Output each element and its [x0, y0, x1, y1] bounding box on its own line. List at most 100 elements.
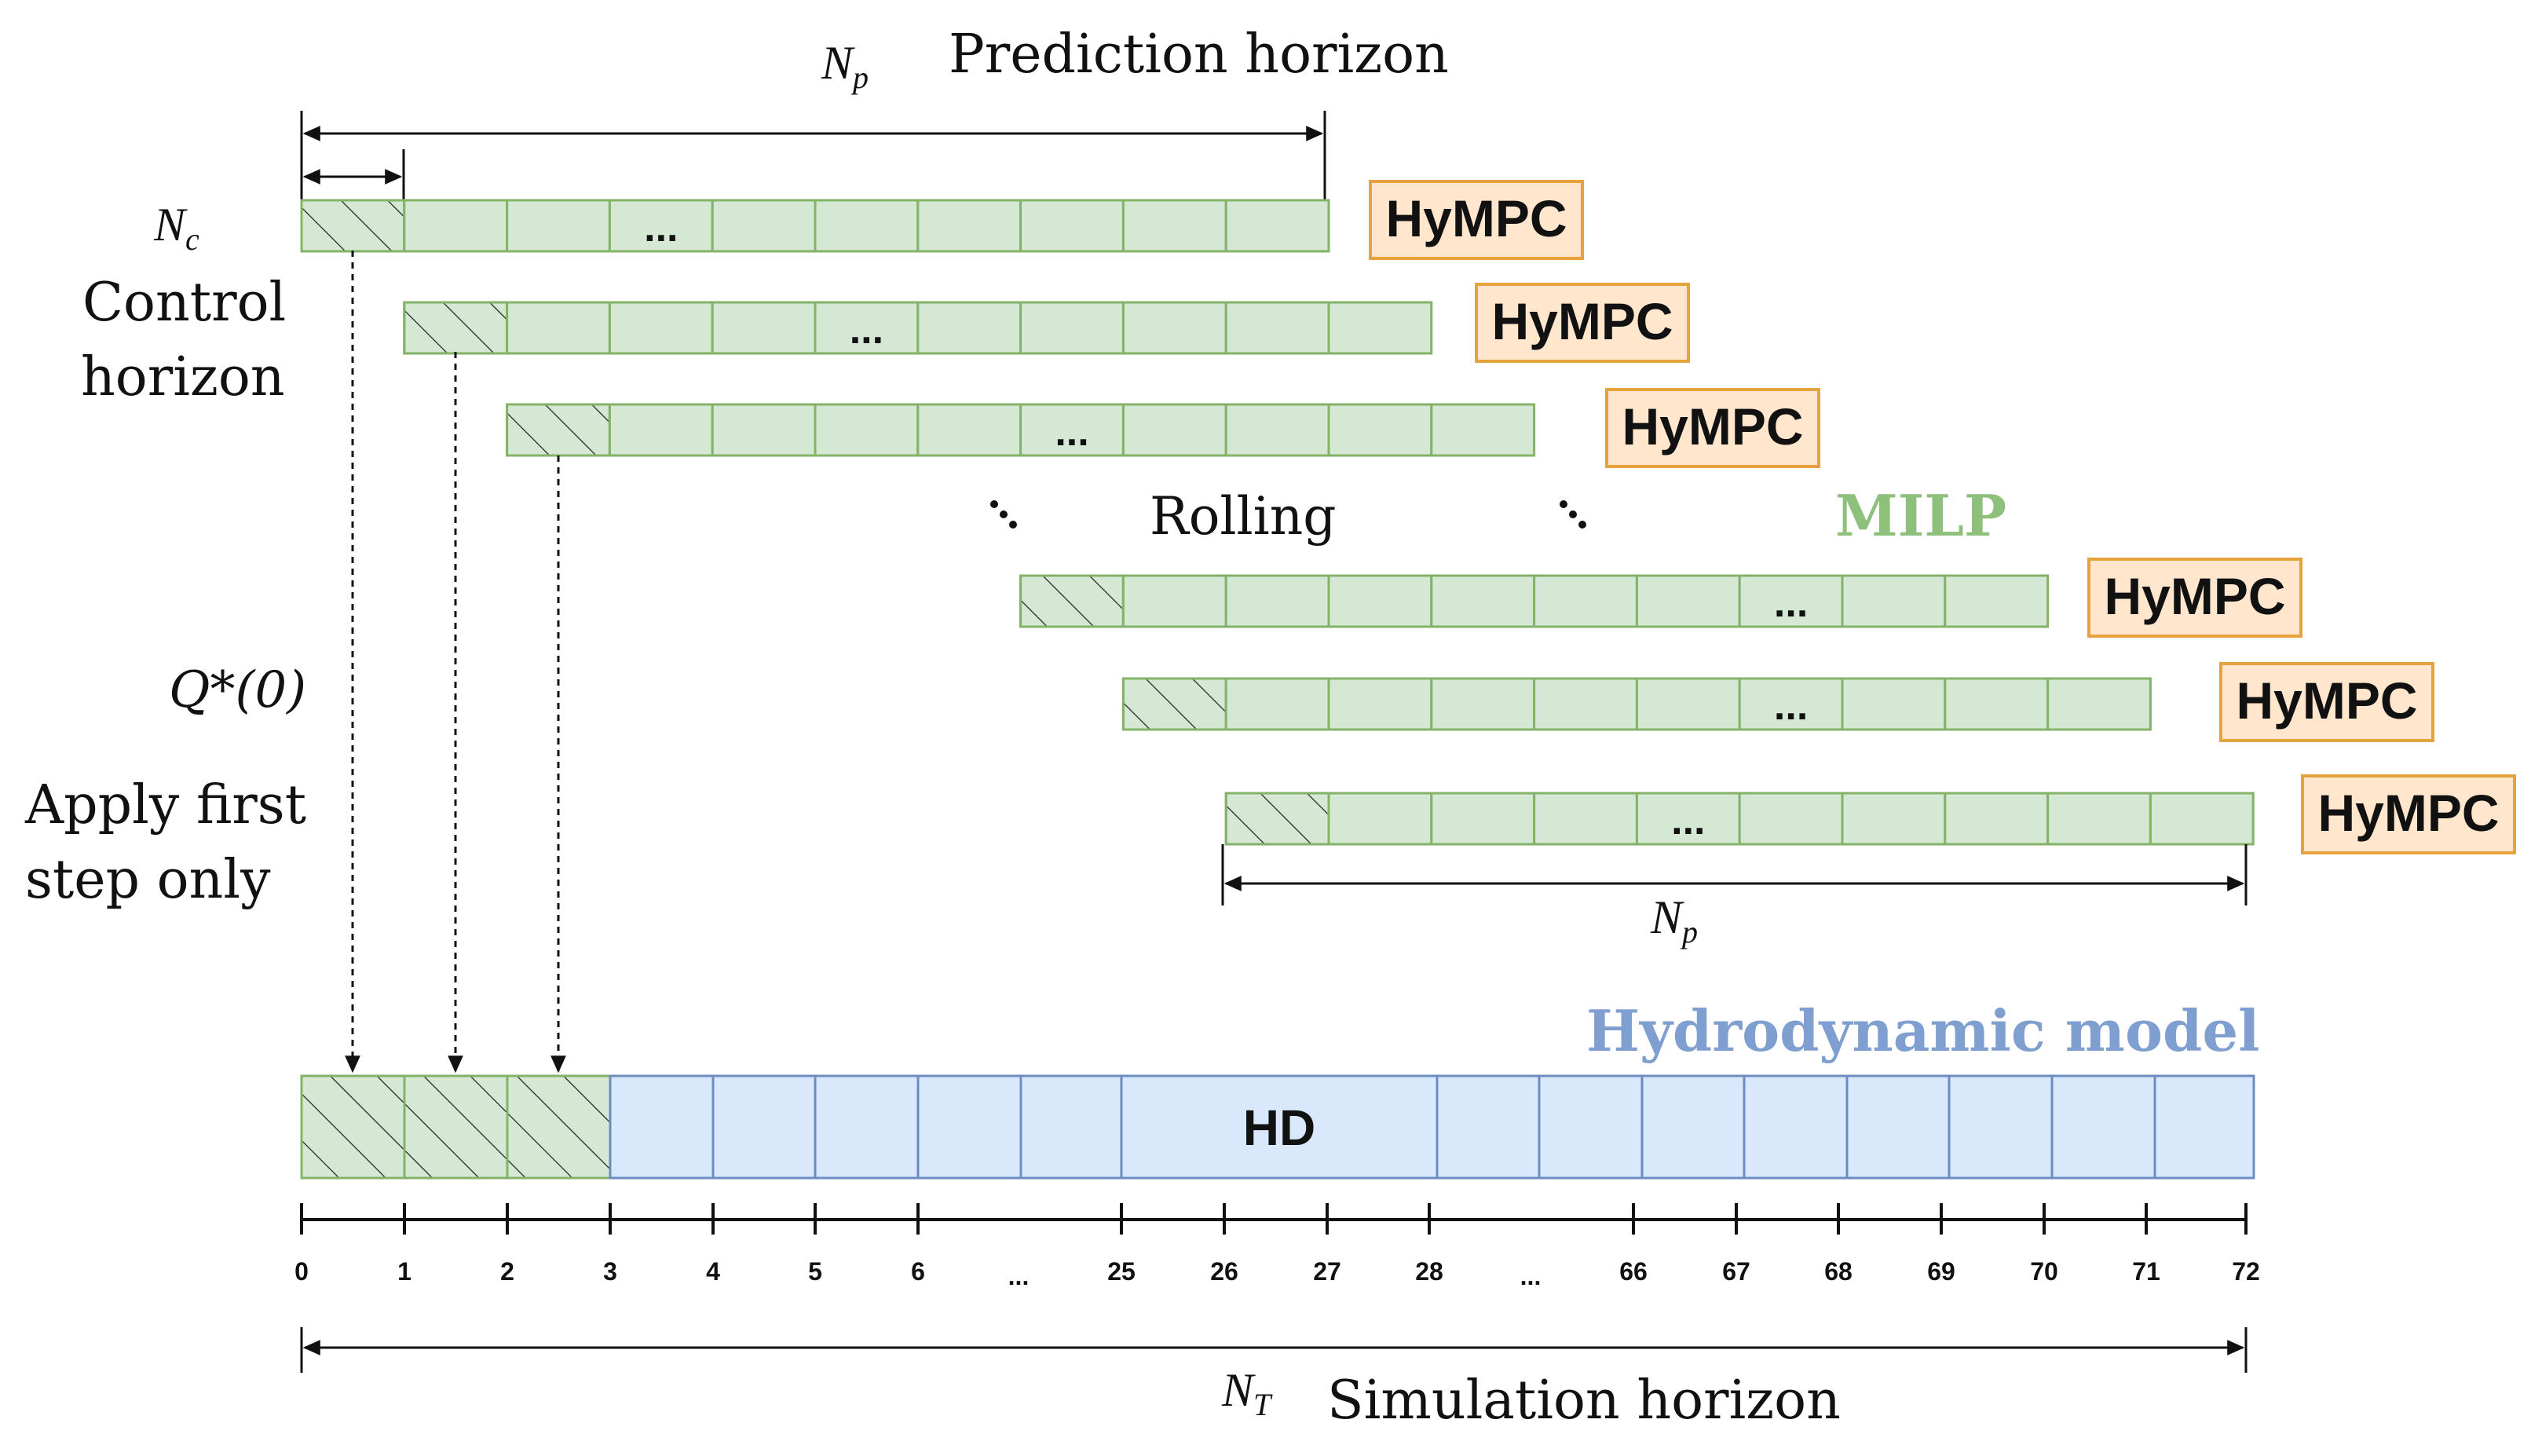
prediction-step-cell	[1738, 792, 1844, 846]
axis-tick-label: 28	[1415, 1257, 1443, 1286]
prediction-step-cell	[711, 403, 817, 457]
hatch-overlay	[403, 1074, 509, 1180]
hd-cell	[1948, 1074, 2054, 1180]
bar-ellipsis: ...	[644, 205, 678, 251]
hympc-label: HyMPC	[1385, 189, 1567, 247]
prediction-step-cell	[1327, 677, 1433, 731]
hd-cell	[609, 1074, 715, 1180]
rolling-dots-left	[990, 500, 1017, 529]
nc-label: Nc	[153, 199, 199, 257]
prediction-step-cell	[1944, 574, 2050, 628]
hympc-box	[1369, 180, 1584, 260]
prediction-step-cell	[1841, 792, 1947, 846]
apply-label-line1: Apply first	[24, 774, 306, 836]
prediction-step-cell	[1224, 677, 1330, 731]
axis-tick-label: 3	[603, 1257, 617, 1286]
bar-ellipsis: ...	[850, 307, 883, 353]
prediction-step-cell	[814, 301, 920, 355]
hd-cell	[814, 1074, 920, 1180]
milp-bar-row: ... HyMPC	[506, 388, 1820, 468]
milp-bar-row: ... HyMPC	[1019, 558, 2302, 638]
prediction-step-cell	[1224, 301, 1330, 355]
prediction-step-cell	[1327, 301, 1433, 355]
prediction-step-cell	[1430, 574, 1536, 628]
hd-cell	[1845, 1074, 1951, 1180]
axis-tick-label: ...	[1008, 1262, 1030, 1290]
axis-tick-label: 26	[1210, 1257, 1238, 1286]
apply-label-line2: step only	[25, 849, 271, 911]
prediction-step-cell	[608, 403, 714, 457]
hympc-box	[2301, 774, 2516, 854]
axis-tick-label: 69	[1927, 1257, 1955, 1286]
rolling-dots-right	[1560, 500, 1586, 529]
axis-tick-label: 0	[294, 1257, 309, 1286]
hd-cell	[1120, 1074, 1439, 1180]
rolling-label: Rolling	[1150, 486, 1337, 547]
prediction-step-cell	[711, 199, 817, 253]
prediction-step-cell	[1121, 301, 1227, 355]
axis-tick-label: 70	[2030, 1257, 2058, 1286]
prediction-step-cell	[1224, 574, 1330, 628]
hd-label: HD	[1243, 1099, 1315, 1156]
prediction-step-cell	[2046, 792, 2152, 846]
hd-cell	[1538, 1074, 1644, 1180]
prediction-step-cell	[1944, 677, 2050, 731]
prediction-step-cell	[1841, 677, 1947, 731]
prediction-step-cell	[1327, 403, 1433, 457]
prediction-step-cell	[1019, 199, 1125, 253]
hympc-box	[2087, 558, 2302, 638]
axis-tick-label: 68	[1824, 1257, 1853, 1286]
prediction-step-cell	[1533, 677, 1638, 731]
hympc-label: HyMPC	[1491, 292, 1673, 350]
prediction-step-cell	[608, 301, 714, 355]
prediction-step-cell	[814, 199, 920, 253]
prediction-step-cell	[916, 403, 1022, 457]
prediction-step-cell	[1430, 677, 1536, 731]
axis-tick-label: 72	[2232, 1257, 2260, 1286]
prediction-step-cell	[1327, 792, 1433, 846]
bar-ellipsis: ...	[1774, 580, 1808, 626]
axis-tick-label: 71	[2132, 1257, 2160, 1286]
prediction-step-cell	[1327, 574, 1433, 628]
axis-tick-label: 27	[1313, 1257, 1341, 1286]
prediction-step-cell	[1533, 574, 1638, 628]
prediction-step-cell	[1533, 792, 1638, 846]
axis-tick-label: ...	[1520, 1262, 1542, 1290]
np-top-label: Np	[821, 37, 869, 95]
axis-tick-label: 2	[500, 1257, 514, 1286]
prediction-step-cell	[1224, 199, 1330, 253]
prediction-horizon-label: Prediction horizon	[949, 24, 1449, 86]
prediction-step-cell	[1224, 403, 1330, 457]
milp-bars: ... HyMPC... HyMPC... HyMPC... HyMPC... HyMPC…	[300, 180, 2516, 854]
hatch-overlay	[506, 1074, 612, 1180]
axis-tick-label: 6	[911, 1257, 925, 1286]
prediction-step-cell	[1121, 574, 1227, 628]
prediction-step-cell	[506, 199, 611, 253]
prediction-step-cell	[506, 301, 611, 355]
hatch-overlay	[300, 199, 406, 253]
hatch-overlay	[1121, 677, 1227, 731]
control-label-line2: horizon	[81, 346, 285, 408]
hympc-box	[1605, 388, 1820, 468]
np-bottom-label: Np	[1650, 891, 1698, 949]
control-horizon-arrow	[302, 149, 405, 200]
hatch-overlay	[403, 301, 509, 355]
prediction-step-cell	[1121, 199, 1227, 253]
milp-bar-row: ... HyMPC	[1121, 662, 2434, 742]
hympc-label: HyMPC	[2236, 671, 2417, 730]
bar-ellipsis: ...	[1774, 683, 1808, 729]
hd-cell	[1743, 1074, 1849, 1180]
prediction-step-cell	[1841, 574, 1947, 628]
prediction-step-cell	[1738, 574, 1844, 628]
prediction-horizon-top: Np Prediction horizon	[300, 24, 1449, 200]
axis-tick-label: 67	[1722, 1257, 1750, 1286]
axis-tick-label: 25	[1107, 1257, 1136, 1286]
hympc-label: HyMPC	[2104, 567, 2285, 625]
prediction-horizon-bottom: Np	[1221, 844, 2248, 949]
bar-ellipsis: ...	[1671, 798, 1705, 843]
hd-cell	[1019, 1074, 1123, 1180]
prediction-step-cell	[1430, 403, 1536, 457]
timeline-axis: 0 1 2 3 4 5 6... 25 26 27 28... 66 67 68 69 70 71 72	[294, 1203, 2260, 1290]
hympc-label: HyMPC	[1622, 397, 1803, 455]
